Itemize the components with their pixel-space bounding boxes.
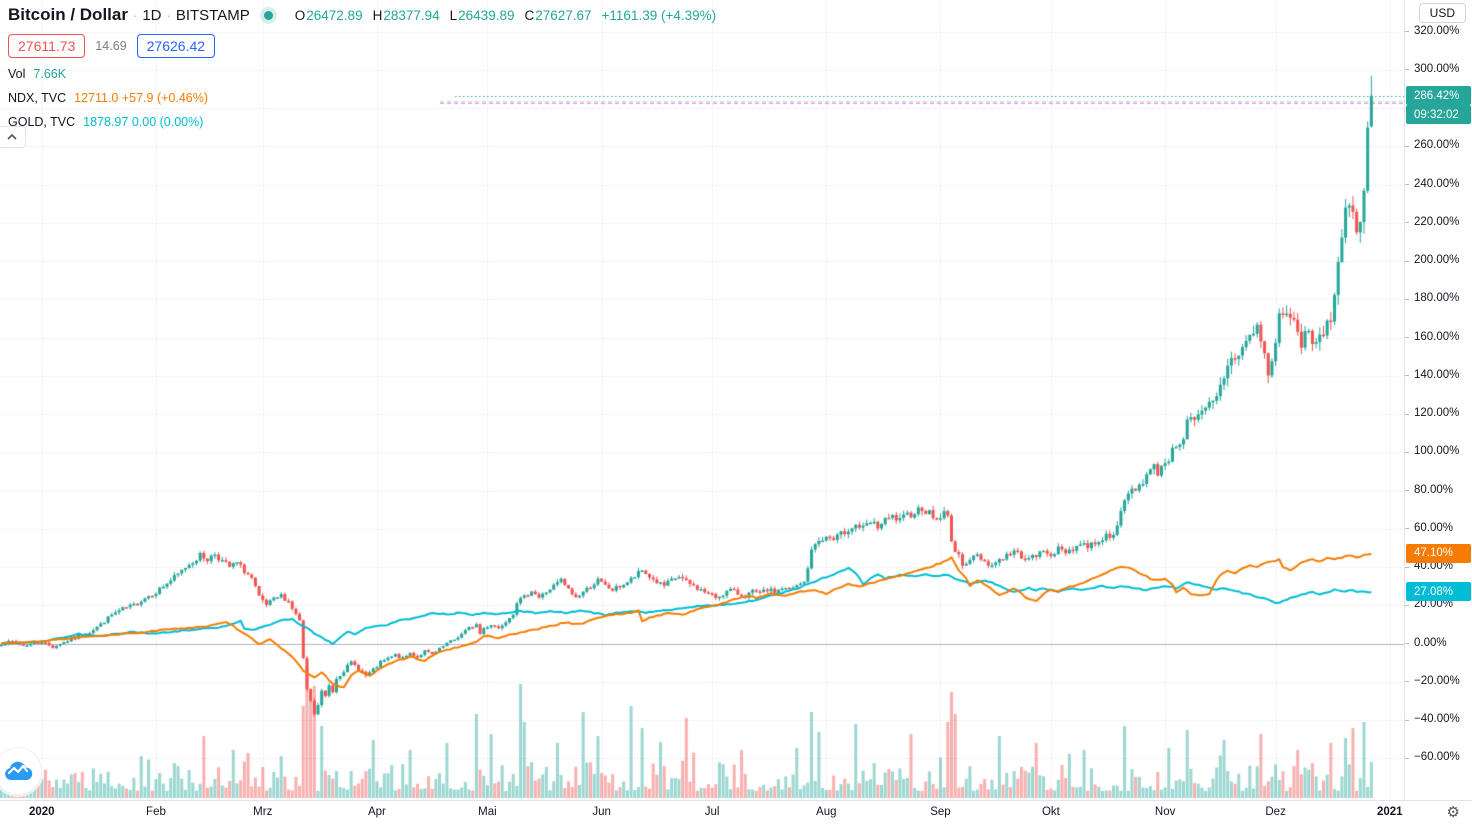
y-axis-tickmark [1405, 681, 1409, 683]
y-axis-tickmark [1405, 604, 1409, 606]
x-axis-tick: Jun [592, 806, 611, 818]
y-axis-tickmark [1405, 643, 1409, 644]
price-axis-pane[interactable]: USD 286.42% 09:32:02 47.10% 27.08% 320.0… [1404, 0, 1472, 800]
y-axis-tickmark [1405, 260, 1409, 262]
high-value: 28377.94 [383, 7, 440, 23]
exchange-label[interactable]: BITSTAMP [175, 6, 250, 24]
y-axis-tickmark [1405, 222, 1409, 224]
y-axis-tickmark [1405, 337, 1409, 338]
open-value: 26472.89 [306, 7, 363, 23]
y-axis-tick: 60.00% [1414, 521, 1454, 534]
x-axis-tick: 2020 [29, 806, 55, 818]
currency-unit-button[interactable]: USD [1418, 3, 1466, 23]
study-value: 1878.97 0.00 (0.00%) [83, 115, 204, 129]
low-key: L [449, 7, 458, 23]
y-axis-tick: 320.00% [1414, 24, 1460, 37]
market-status-icon[interactable] [263, 10, 273, 20]
open-key: O [294, 7, 306, 23]
cloud-indicator-button[interactable] [0, 747, 42, 795]
x-axis-tick: Jul [704, 806, 720, 818]
y-axis-tick: −60.00% [1414, 751, 1460, 764]
x-axis-tick: Okt [1041, 806, 1060, 818]
y-axis-tickmark [1405, 298, 1409, 300]
y-axis-tickmark [1405, 413, 1409, 415]
bid-ask-row: 27611.73 14.69 27626.42 [8, 33, 716, 59]
time-axis-pane[interactable]: ⚙ 2020 Feb Mrz Apr Mai Jun Jul Aug Sep Okt Nov Dez 2… [0, 800, 1472, 824]
ohlc-values: O26472.89 H28377.94 L26439.89 C27627.67 … [295, 8, 716, 23]
study-row-ndx[interactable]: NDX, TVC 12711.0 +57.9 (+0.46%) [8, 91, 716, 107]
y-axis-tickmark [1405, 375, 1409, 377]
interval-label[interactable]: 1D [142, 6, 162, 24]
y-axis-tick: 260.00% [1414, 139, 1460, 152]
y-axis-tickmark [1405, 69, 1409, 71]
ask-button[interactable]: 27626.42 [136, 34, 216, 58]
bid-button[interactable]: 27611.73 [8, 34, 86, 58]
volume-label: Vol [8, 67, 26, 81]
y-axis-tick: 80.00% [1414, 483, 1454, 496]
separator-dot: · [132, 7, 138, 23]
price-chart-canvas[interactable] [0, 0, 1404, 800]
study-name: GOLD, TVC [8, 115, 76, 129]
last-price-label: 286.42% [1406, 86, 1471, 106]
cloud-chart-icon [5, 761, 33, 780]
y-axis-tickmark [1405, 528, 1409, 530]
y-axis-tick: −40.00% [1414, 713, 1460, 725]
y-axis-tickmark [1405, 31, 1409, 32]
y-axis-tickmark [1405, 757, 1409, 759]
x-axis-tick: Feb [146, 806, 166, 818]
x-axis-tick: 2021 [1376, 806, 1403, 818]
y-axis-tick: 120.00% [1414, 407, 1460, 419]
study-value: 12711.0 +57.9 (+0.46%) [74, 91, 209, 105]
x-axis-tick: Aug [816, 806, 837, 818]
x-axis-tick: Mrz [253, 806, 273, 818]
y-axis-tick: 100.00% [1414, 445, 1460, 458]
separator-dot: · [166, 7, 171, 23]
y-axis-tickmark [1405, 719, 1409, 721]
y-axis-tickmark [1405, 451, 1409, 453]
volume-value: 7.66K [33, 67, 67, 81]
x-axis-tick: Dez [1265, 806, 1286, 818]
collapse-panel-button[interactable] [0, 126, 26, 148]
low-value: 26439.89 [458, 7, 515, 23]
y-axis-tick: 220.00% [1414, 215, 1460, 228]
symbol-title-row: Bitcoin / Dollar · 1D · BITSTAMP O26472.… [8, 4, 716, 26]
study-row-gold[interactable]: GOLD, TVC 1878.97 0.00 (0.00%) [8, 115, 716, 131]
y-axis-tickmark [1405, 566, 1409, 568]
close-key: C [524, 7, 535, 23]
y-axis-tick: 200.00% [1414, 254, 1460, 266]
x-axis-tick: Mai [478, 806, 497, 818]
y-axis-tickmark [1405, 145, 1409, 147]
y-axis-tick: 140.00% [1414, 368, 1460, 381]
y-axis-tickmark [1405, 490, 1409, 491]
volume-row[interactable]: Vol 7.66K [8, 67, 716, 83]
y-axis-tick: 240.00% [1414, 177, 1460, 190]
y-axis-tick: 0.00% [1414, 636, 1447, 649]
bar-countdown-label: 09:32:02 [1406, 105, 1471, 125]
change-value: +1161.39 (+4.39%) [601, 7, 717, 23]
y-axis-tick: 160.00% [1414, 330, 1460, 343]
settings-gear-icon[interactable]: ⚙ [1446, 804, 1460, 821]
y-axis-tick: 20.00% [1414, 598, 1454, 611]
y-axis-tick: 180.00% [1414, 292, 1460, 305]
x-axis-tick: Apr [367, 806, 386, 818]
study-name: NDX, TVC [8, 91, 67, 105]
y-axis-tick: 300.00% [1414, 62, 1460, 75]
y-axis-tick: 40.00% [1414, 560, 1454, 572]
legend: Bitcoin / Dollar · 1D · BITSTAMP O26472.… [8, 4, 716, 131]
spread-value: 14.69 [95, 39, 127, 53]
y-axis-tick: −20.00% [1414, 674, 1460, 687]
ndx-price-label: 47.10% [1406, 543, 1471, 563]
y-axis-tickmark [1405, 184, 1409, 185]
symbol-name[interactable]: Bitcoin / Dollar [8, 5, 128, 24]
chevron-up-icon [7, 134, 17, 140]
x-axis-tick: Nov [1154, 806, 1176, 818]
gold-price-label: 27.08% [1406, 582, 1471, 602]
x-axis-tick: Sep [930, 806, 951, 818]
high-key: H [372, 7, 383, 23]
close-value: 27627.67 [535, 7, 592, 23]
